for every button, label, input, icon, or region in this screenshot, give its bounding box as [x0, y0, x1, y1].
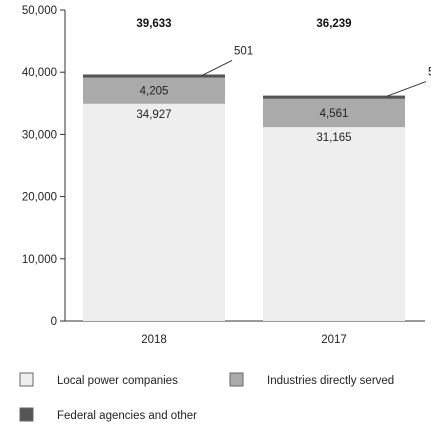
legend-label: Local power companies [57, 375, 178, 387]
y-tick-label: 30,000 [22, 129, 57, 141]
callout-leader-line [385, 81, 427, 98]
y-tick-label: 0 [51, 316, 57, 328]
total-label: 36,239 [316, 18, 351, 30]
bar-segment [263, 127, 405, 321]
callout-leader-line [201, 60, 233, 76]
legend-swatch [19, 372, 34, 387]
x-tick-label: 2017 [321, 334, 347, 346]
bar-segment [83, 74, 225, 78]
data-label: 34,927 [136, 109, 171, 121]
data-label: 4,561 [320, 108, 349, 120]
bar-segment [263, 98, 405, 128]
y-tick-label: 20,000 [22, 192, 57, 204]
y-tick-label: 50,000 [22, 5, 57, 17]
legend-label: Federal agencies and other [57, 410, 197, 422]
legend-swatch [19, 407, 34, 422]
data-label: 4,205 [140, 86, 169, 98]
legend-swatch [229, 372, 244, 387]
bar-segment [83, 77, 225, 104]
data-label: 31,165 [316, 132, 351, 144]
y-tick-label: 10,000 [22, 254, 57, 266]
bar-segment [263, 95, 405, 99]
legend-label: Industries directly served [267, 375, 394, 387]
total-label: 39,633 [136, 18, 171, 30]
bar-segment [83, 103, 225, 321]
y-tick-label: 40,000 [22, 67, 57, 79]
x-tick-label: 2018 [141, 334, 167, 346]
data-label: 513 [428, 67, 431, 79]
data-label: 501 [234, 45, 253, 57]
